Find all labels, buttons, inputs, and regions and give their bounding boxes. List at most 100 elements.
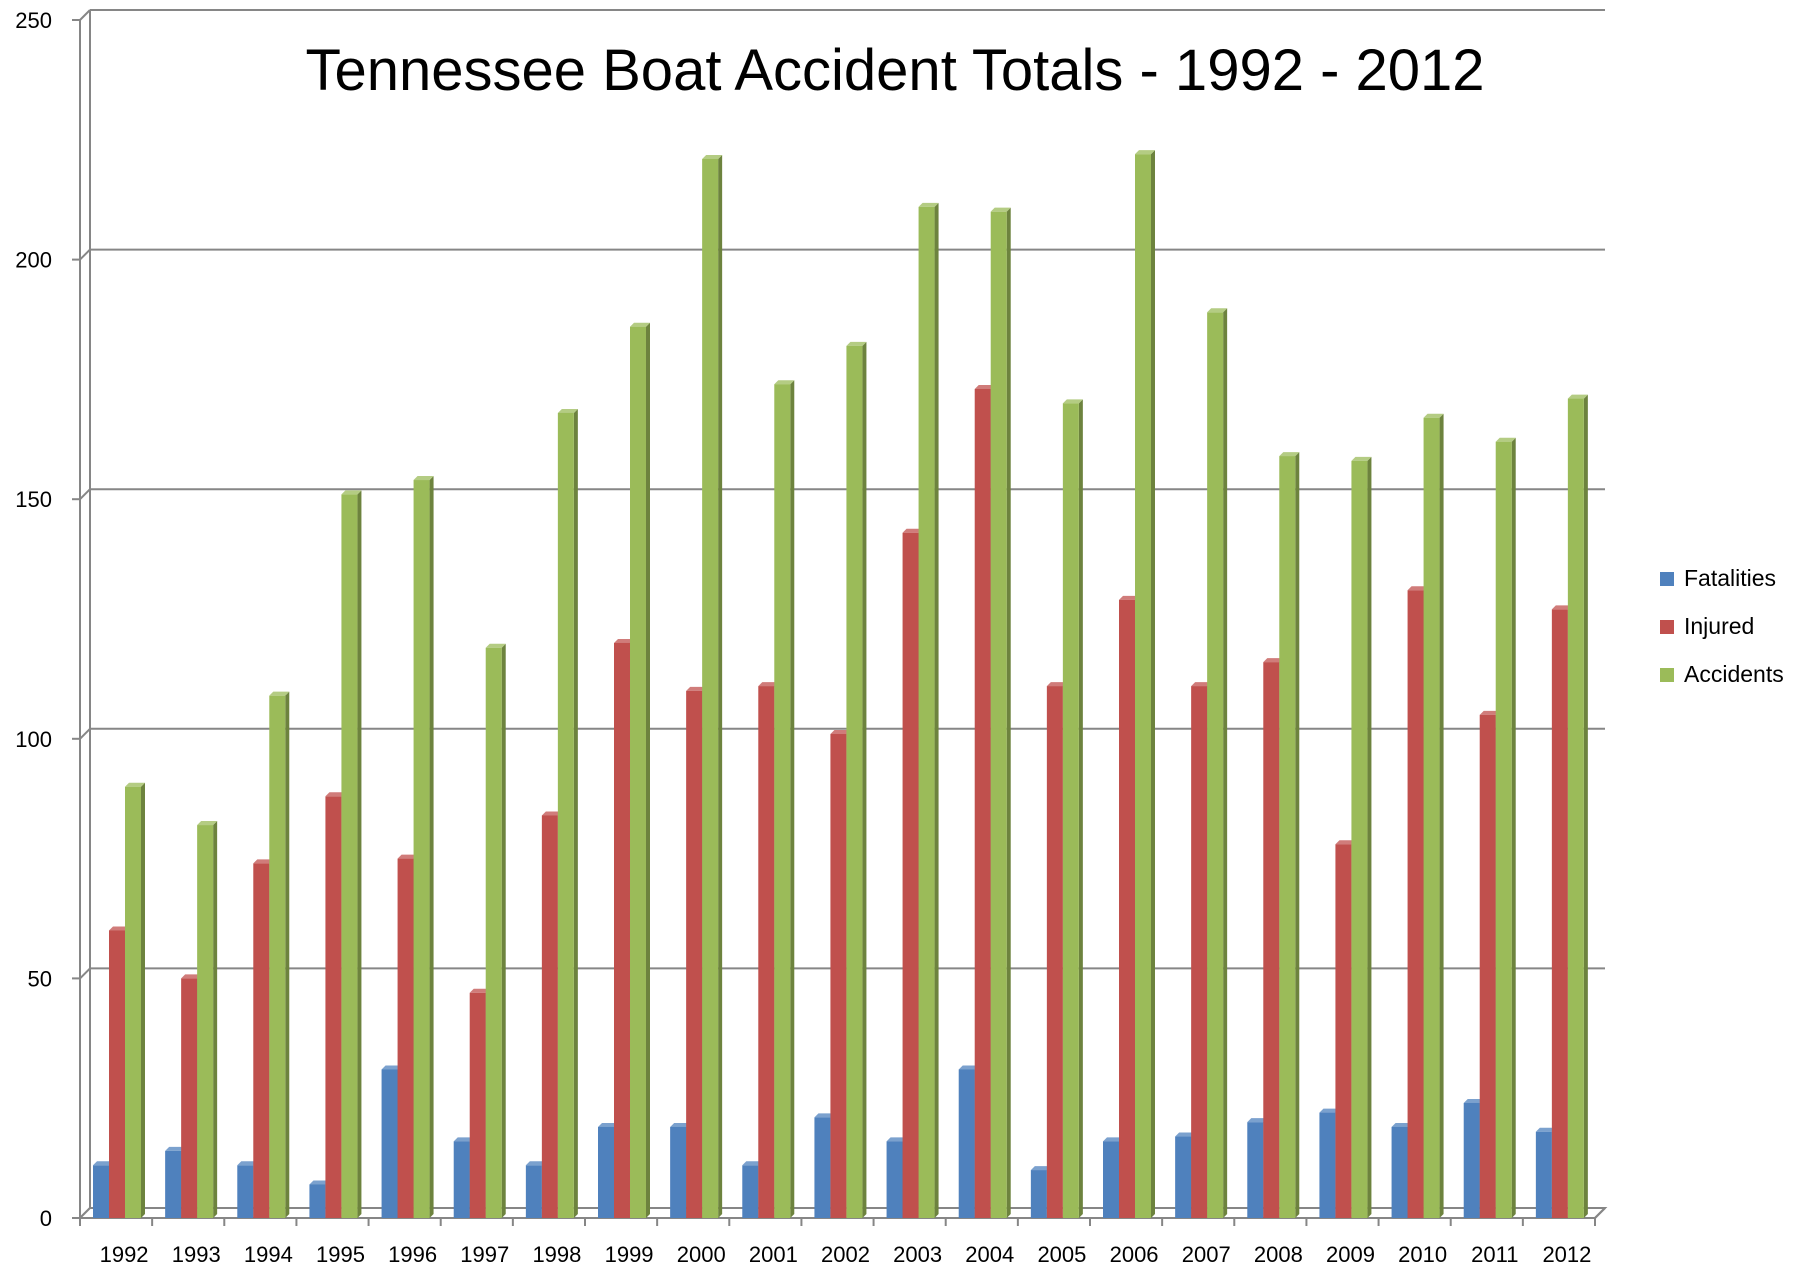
bar-front	[1135, 154, 1151, 1218]
bar-front	[1407, 590, 1424, 1218]
bar-accidents-1994	[269, 691, 290, 1218]
gridline-depth	[79, 488, 91, 500]
bar-top	[253, 859, 274, 864]
bar-top	[325, 792, 346, 797]
bar-front	[541, 815, 558, 1218]
bar-top	[1030, 1166, 1051, 1171]
bar-accidents-2000	[702, 154, 723, 1218]
label-layer: 0 50 100 150 200 250 1992 1993 1994 1995 1996 1997 1…	[15, 8, 1591, 1267]
x-tick-label: 1993	[172, 1242, 221, 1267]
bar-top	[598, 1122, 618, 1127]
bar-front	[397, 858, 414, 1218]
bar-side	[862, 341, 867, 1219]
bar-front	[702, 158, 719, 1218]
bar-side	[646, 322, 650, 1218]
bar-front	[109, 930, 125, 1218]
bar-accidents-1993	[197, 821, 218, 1218]
x-tick-label: 2012	[1542, 1242, 1591, 1267]
bar-top	[237, 1161, 258, 1166]
bar-side	[357, 490, 362, 1219]
bar-top	[1407, 586, 1428, 591]
bar-front	[1567, 398, 1584, 1218]
bar-top	[1191, 682, 1212, 687]
x-tick-label: 1998	[532, 1242, 581, 1267]
bar-front	[830, 734, 847, 1218]
bar-top	[1391, 1122, 1412, 1127]
bar-top	[742, 1161, 763, 1166]
bar-front	[1175, 1136, 1192, 1218]
bar-front	[181, 978, 198, 1218]
bar-front	[958, 1069, 975, 1218]
bar-top	[1247, 1118, 1268, 1123]
bar-top	[269, 691, 290, 696]
x-tick-label: 2000	[677, 1242, 726, 1267]
legend-swatch	[1660, 572, 1674, 586]
bar-front	[557, 412, 574, 1219]
bar-top	[1135, 150, 1155, 155]
y-tick-label: 100	[15, 727, 52, 752]
bar-front	[525, 1165, 542, 1218]
bar-side	[429, 476, 434, 1219]
bar-front	[1207, 312, 1224, 1218]
bar-top	[557, 408, 578, 413]
bar-top	[702, 154, 723, 159]
x-tick-label: 2006	[1110, 1242, 1159, 1267]
bar-front	[93, 1165, 109, 1218]
gridline-depth	[79, 967, 91, 980]
bar-top	[453, 1137, 474, 1142]
bar-top	[1423, 413, 1444, 418]
bar-top	[1207, 308, 1228, 313]
bar-side	[1367, 456, 1372, 1218]
bar-front	[381, 1069, 398, 1218]
bar-accidents-2002	[846, 341, 867, 1219]
bar-top	[958, 1065, 979, 1070]
bar-front	[774, 384, 791, 1218]
bar-front	[1495, 441, 1512, 1218]
bar-top	[1119, 595, 1139, 600]
x-tick-label: 1995	[316, 1242, 365, 1267]
bar-top	[93, 1161, 113, 1166]
bar-accidents-2004	[990, 207, 1011, 1218]
y-tick-label: 200	[15, 248, 52, 273]
x-tick-label: 1992	[100, 1242, 149, 1267]
bar-top	[902, 528, 923, 533]
x-tick-label: 2009	[1326, 1242, 1375, 1267]
bar-top	[830, 730, 851, 735]
bar-front	[1351, 460, 1368, 1218]
floor-edge	[1594, 1207, 1606, 1219]
bar-front	[1319, 1112, 1336, 1218]
bar-front	[742, 1165, 759, 1218]
bar-top	[485, 643, 506, 648]
bar-top	[990, 207, 1011, 212]
bar-top	[670, 1122, 691, 1127]
bar-accidents-2010	[1423, 413, 1444, 1219]
bar-top	[541, 811, 562, 816]
bar-accidents-1996	[413, 476, 434, 1219]
bar-front	[686, 690, 703, 1218]
bar-front	[614, 642, 630, 1218]
x-tick-label: 2010	[1398, 1242, 1447, 1267]
bar-top	[125, 782, 145, 787]
bar-front	[1263, 662, 1280, 1218]
legend-label: Injured	[1684, 613, 1754, 639]
x-tick-label: 1994	[244, 1242, 293, 1267]
x-tick-label: 1996	[388, 1242, 437, 1267]
bar-front	[990, 211, 1007, 1218]
bar-top	[413, 476, 434, 481]
bar-top	[758, 682, 779, 687]
x-tick-label: 1999	[605, 1242, 654, 1267]
bar-side	[790, 380, 795, 1218]
legend: Fatalities Injured Accidents	[1660, 565, 1784, 687]
legend-label: Accidents	[1684, 661, 1784, 687]
bar-front	[886, 1141, 903, 1218]
bar-front	[1191, 686, 1208, 1218]
x-tick-label: 2001	[749, 1242, 798, 1267]
y-tick-label: 0	[40, 1206, 52, 1231]
bar-front	[1335, 844, 1352, 1218]
bar-top	[525, 1161, 546, 1166]
legend-swatch	[1660, 620, 1674, 634]
bar-front	[1391, 1126, 1408, 1218]
x-tick-label: 2011	[1471, 1242, 1518, 1267]
bar-top	[1463, 1098, 1484, 1103]
gridline-depth	[79, 9, 91, 21]
